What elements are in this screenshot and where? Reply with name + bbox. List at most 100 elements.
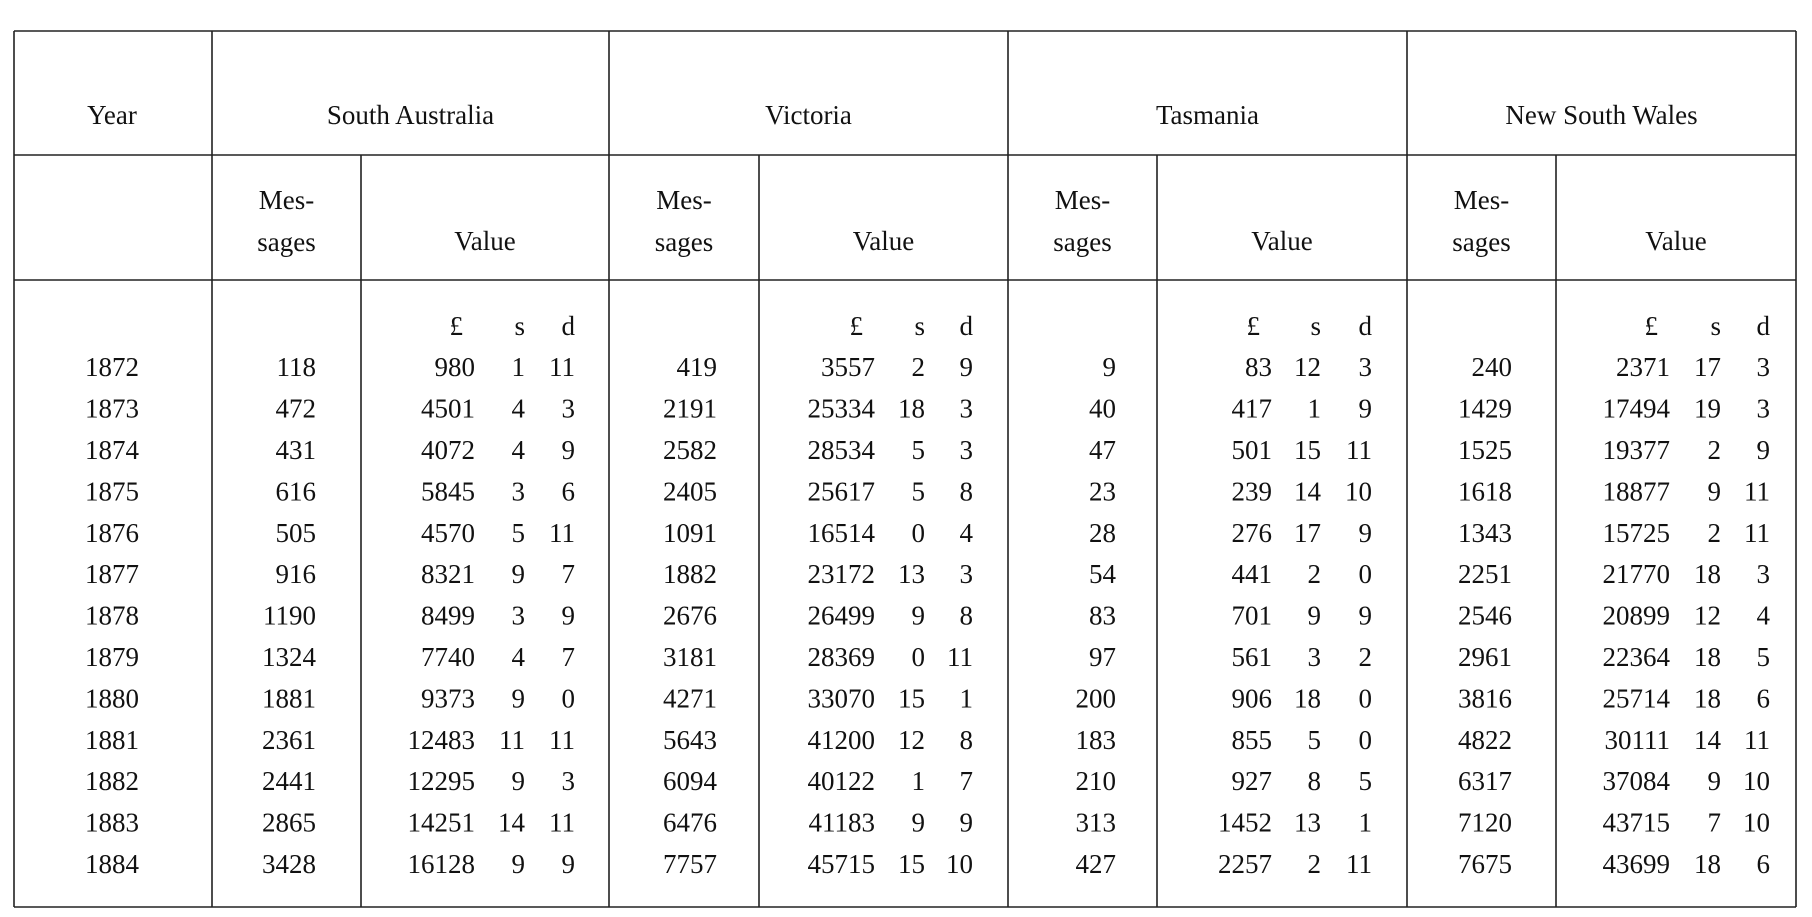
shillings-cell: 3: [512, 476, 526, 506]
year-cell: 1878: [85, 601, 139, 631]
messages-cell: 505: [276, 518, 317, 548]
pounds-cell: 22364: [1603, 642, 1671, 672]
pounds-cell: 980: [435, 352, 476, 382]
pounds-cell: 239: [1232, 476, 1273, 506]
pence-cell: 7: [562, 642, 576, 672]
unit-label: s: [1710, 311, 1721, 341]
messages-cell: 2582: [663, 435, 717, 465]
messages-cell: 54: [1089, 559, 1117, 589]
pence-cell: 2: [1359, 642, 1373, 672]
pence-cell: 11: [1744, 518, 1770, 548]
shillings-cell: 9: [912, 601, 926, 631]
value-header: Value: [1251, 226, 1312, 256]
shillings-cell: 1: [1308, 394, 1322, 424]
pounds-cell: 28534: [808, 435, 876, 465]
pounds-cell: 19377: [1603, 435, 1671, 465]
colony-header: New South Wales: [1505, 100, 1697, 130]
pence-cell: 9: [1359, 601, 1373, 631]
pence-cell: 3: [1757, 559, 1771, 589]
pence-cell: 11: [1744, 725, 1770, 755]
shillings-cell: 5: [512, 518, 526, 548]
messages-cell: 1882: [663, 559, 717, 589]
year-header: Year: [87, 100, 137, 130]
pounds-cell: 16128: [408, 849, 476, 879]
pence-cell: 6: [562, 476, 576, 506]
messages-cell: 1525: [1458, 435, 1512, 465]
pence-cell: 3: [960, 394, 974, 424]
colony-header: South Australia: [327, 100, 494, 130]
shillings-cell: 9: [512, 766, 526, 796]
messages-header: sages: [655, 227, 713, 257]
unit-label: £: [450, 311, 464, 341]
shillings-cell: 12: [1694, 601, 1721, 631]
messages-cell: 1881: [262, 683, 316, 713]
messages-cell: 183: [1076, 725, 1117, 755]
shillings-cell: 18: [1694, 559, 1721, 589]
year-cell: 1882: [85, 766, 139, 796]
messages-cell: 7675: [1458, 849, 1512, 879]
pence-cell: 11: [1346, 435, 1372, 465]
pounds-cell: 701: [1232, 601, 1273, 631]
messages-cell: 4271: [663, 683, 717, 713]
messages-cell: 1343: [1458, 518, 1512, 548]
pence-cell: 9: [960, 352, 974, 382]
shillings-cell: 14: [1694, 725, 1722, 755]
shillings-cell: 9: [1708, 766, 1722, 796]
pounds-cell: 12295: [408, 766, 476, 796]
messages-cell: 2441: [262, 766, 316, 796]
messages-header: sages: [257, 227, 315, 257]
pence-cell: 5: [1757, 642, 1771, 672]
pounds-cell: 561: [1232, 642, 1273, 672]
year-cell: 1883: [85, 808, 139, 838]
pounds-cell: 12483: [408, 725, 476, 755]
shillings-cell: 14: [498, 808, 526, 838]
pounds-cell: 17494: [1603, 394, 1671, 424]
messages-cell: 23: [1089, 476, 1116, 506]
pounds-cell: 441: [1232, 559, 1273, 589]
pounds-cell: 33070: [808, 683, 876, 713]
pounds-cell: 25714: [1603, 683, 1671, 713]
shillings-cell: 0: [912, 642, 926, 672]
shillings-cell: 13: [898, 559, 925, 589]
year-cell: 1884: [85, 849, 140, 879]
messages-cell: 3816: [1458, 683, 1512, 713]
pence-cell: 0: [1359, 725, 1373, 755]
messages-cell: 3428: [262, 849, 316, 879]
year-cell: 1875: [85, 476, 139, 506]
pounds-cell: 4501: [421, 394, 475, 424]
pounds-cell: 14251: [408, 808, 476, 838]
pounds-cell: 2257: [1218, 849, 1272, 879]
pounds-cell: 25617: [808, 476, 876, 506]
pence-cell: 0: [562, 683, 576, 713]
messages-cell: 200: [1076, 683, 1117, 713]
pounds-cell: 25334: [808, 394, 876, 424]
messages-cell: 427: [1076, 849, 1117, 879]
pence-cell: 11: [1744, 476, 1770, 506]
unit-label: s: [1310, 311, 1321, 341]
pounds-cell: 417: [1232, 394, 1273, 424]
shillings-cell: 4: [512, 642, 526, 672]
year-cell: 1881: [85, 725, 139, 755]
shillings-cell: 7: [1708, 808, 1722, 838]
shillings-cell: 12: [898, 725, 925, 755]
messages-header: sages: [1452, 227, 1510, 257]
messages-header: Mes-: [1055, 185, 1111, 215]
colony-header: Tasmania: [1156, 100, 1259, 130]
shillings-cell: 15: [898, 849, 925, 879]
pounds-cell: 20899: [1603, 601, 1671, 631]
messages-cell: 916: [276, 559, 317, 589]
pounds-cell: 5845: [421, 476, 475, 506]
value-header: Value: [1645, 226, 1706, 256]
messages-cell: 1091: [663, 518, 717, 548]
shillings-cell: 14: [1294, 476, 1322, 506]
pounds-cell: 9373: [421, 683, 475, 713]
pounds-cell: 23172: [808, 559, 876, 589]
messages-cell: 313: [1076, 808, 1117, 838]
messages-cell: 6317: [1458, 766, 1512, 796]
pounds-cell: 41200: [808, 725, 876, 755]
messages-header: Mes-: [1454, 185, 1510, 215]
value-header: Value: [853, 226, 914, 256]
shillings-cell: 2: [912, 352, 926, 382]
pence-cell: 7: [960, 766, 974, 796]
